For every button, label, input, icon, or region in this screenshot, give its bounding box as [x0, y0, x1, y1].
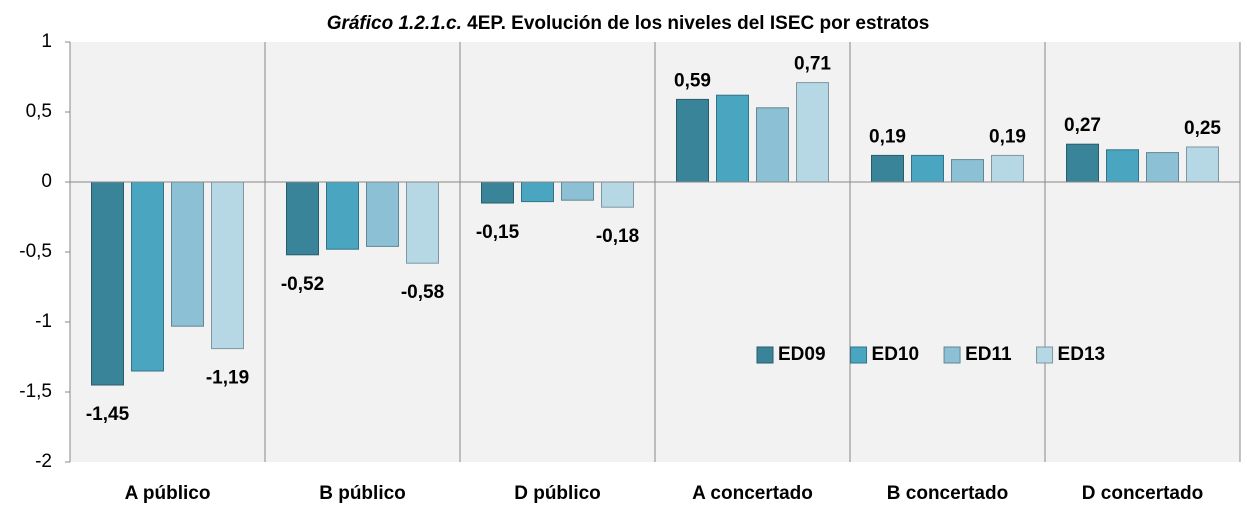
bar [131, 181, 164, 372]
chart-title: Gráfico 1.2.1.c. 4EP. Evolución de los n… [327, 13, 930, 34]
bar [1106, 149, 1139, 183]
data-label: -0,52 [281, 274, 324, 295]
legend-swatch [1036, 346, 1054, 364]
bar [991, 154, 1024, 183]
y-tick-label: -2 [35, 451, 52, 472]
x-tick-label: B público [319, 483, 406, 504]
data-label: -0,58 [401, 282, 444, 303]
x-tick-label: A público [125, 483, 211, 504]
y-tick-label: 0 [41, 171, 52, 192]
bar [1066, 143, 1099, 183]
x-tick-label: B concertado [887, 483, 1008, 504]
bar [676, 98, 709, 183]
data-label: 0,27 [1064, 115, 1101, 136]
data-label: 0,19 [869, 126, 906, 147]
legend-label: ED11 [965, 344, 1012, 365]
legend-label: ED10 [872, 344, 920, 365]
bar [521, 181, 554, 203]
bar [211, 181, 244, 350]
data-label: -0,18 [596, 226, 639, 247]
bar [1146, 152, 1179, 183]
data-label: -1,45 [86, 404, 130, 425]
x-tick-label: D concertado [1082, 483, 1203, 504]
bar [561, 181, 594, 201]
title-main: 4EP. Evolución de los niveles del ISEC p… [467, 13, 929, 34]
data-label: 0,71 [794, 54, 831, 75]
bar [796, 82, 829, 183]
bar [716, 94, 749, 183]
legend-label: ED13 [1058, 344, 1106, 365]
y-tick-label: -1,5 [19, 381, 52, 402]
bar [326, 181, 359, 250]
x-tick-label: D público [514, 483, 601, 504]
bar [286, 181, 319, 256]
bar [951, 159, 984, 183]
data-label: -1,19 [206, 368, 249, 389]
data-label: 0,25 [1184, 118, 1221, 139]
bar [406, 181, 439, 264]
bar [1186, 146, 1219, 183]
y-tick-label: 1 [41, 31, 52, 52]
y-tick-label: -1 [35, 311, 52, 332]
bar [366, 181, 399, 247]
legend-swatch [850, 346, 868, 364]
data-label: -0,15 [476, 222, 520, 243]
legend-swatch [943, 346, 961, 364]
y-tick-label: 0,5 [26, 101, 52, 122]
bar [91, 181, 124, 386]
title-prefix: Gráfico 1.2.1.c. [327, 13, 462, 34]
bar [756, 107, 789, 183]
y-tick-label: -0,5 [19, 241, 52, 262]
bar [171, 181, 204, 327]
data-label: 0,59 [674, 70, 711, 91]
bar [481, 181, 514, 204]
bar [871, 154, 904, 183]
legend-swatch [756, 346, 774, 364]
bar [911, 154, 944, 183]
legend-label: ED09 [778, 344, 826, 365]
data-label: 0,19 [989, 126, 1026, 147]
bar [601, 181, 634, 208]
x-tick-label: A concertado [692, 483, 813, 504]
